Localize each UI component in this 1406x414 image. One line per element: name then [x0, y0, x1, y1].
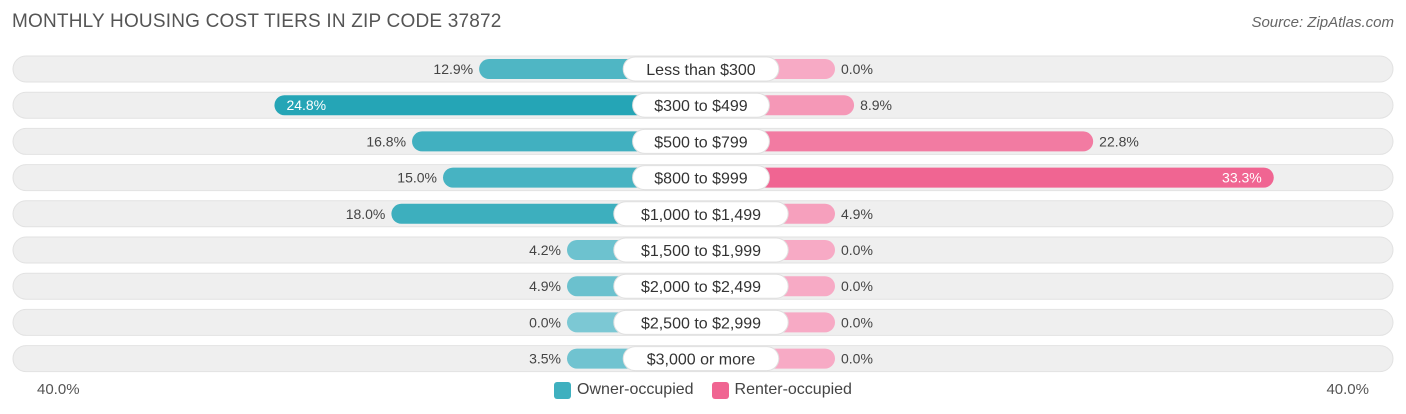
renter-value-label: 22.8% — [1099, 133, 1139, 149]
legend-swatch-owner — [554, 381, 572, 399]
category-label: Less than $300 — [646, 62, 756, 79]
category-label: $500 to $799 — [654, 134, 748, 151]
category-label: $3,000 or more — [647, 352, 756, 369]
legend: Owner-occupied Renter-occupied — [0, 380, 1406, 400]
owner-value-label: 16.8% — [366, 133, 406, 149]
category-pill — [632, 165, 770, 191]
owner-value-label: 15.0% — [397, 170, 437, 186]
owner-value-label: 18.0% — [346, 206, 386, 222]
axis-right-label: 40.0% — [1326, 381, 1369, 398]
owner-value-label: 3.5% — [529, 351, 561, 367]
owner-value-label: 4.9% — [529, 278, 561, 294]
category-label: $1,500 to $1,999 — [641, 243, 761, 260]
renter-value-label: 33.3% — [1222, 170, 1262, 186]
category-pill — [613, 273, 789, 299]
category-pill — [632, 92, 770, 118]
renter-value-label: 0.0% — [841, 314, 873, 330]
legend-label-owner: Owner-occupied — [577, 381, 694, 398]
legend-swatch-renter — [711, 381, 729, 399]
legend-item-renter: Renter-occupied — [711, 381, 852, 399]
renter-value-label: 0.0% — [841, 61, 873, 77]
category-label: $800 to $999 — [654, 171, 748, 188]
chart-title: MONTHLY HOUSING COST TIERS IN ZIP CODE 3… — [12, 11, 502, 32]
category-label: $2,000 to $2,499 — [641, 279, 761, 296]
category-pill — [632, 128, 770, 154]
category-pill — [622, 56, 780, 82]
category-label: $1,000 to $1,499 — [641, 207, 761, 224]
legend-label-renter: Renter-occupied — [734, 381, 852, 398]
category-pill — [613, 201, 789, 227]
category-pill — [613, 309, 789, 335]
renter-bar — [701, 131, 1094, 152]
owner-value-label: 0.0% — [529, 314, 561, 330]
renter-value-label: 0.0% — [841, 351, 873, 367]
renter-value-label: 0.0% — [841, 278, 873, 294]
category-pill — [613, 237, 789, 263]
owner-value-label: 24.8% — [286, 97, 326, 113]
category-pill — [622, 346, 780, 372]
renter-value-label: 8.9% — [860, 97, 892, 113]
owner-bar — [412, 131, 701, 152]
owner-value-label: 4.2% — [529, 242, 561, 258]
axis-left-label: 40.0% — [37, 381, 80, 398]
owner-value-label: 12.9% — [433, 61, 473, 77]
chart-source: Source: ZipAtlas.com — [1251, 14, 1394, 31]
category-label: $2,500 to $2,999 — [641, 315, 761, 332]
legend-item-owner: Owner-occupied — [554, 381, 694, 399]
owner-bar — [274, 95, 701, 116]
renter-bar — [701, 167, 1274, 188]
renter-value-label: 4.9% — [841, 206, 873, 222]
category-label: $300 to $499 — [654, 98, 748, 115]
renter-value-label: 0.0% — [841, 242, 873, 258]
